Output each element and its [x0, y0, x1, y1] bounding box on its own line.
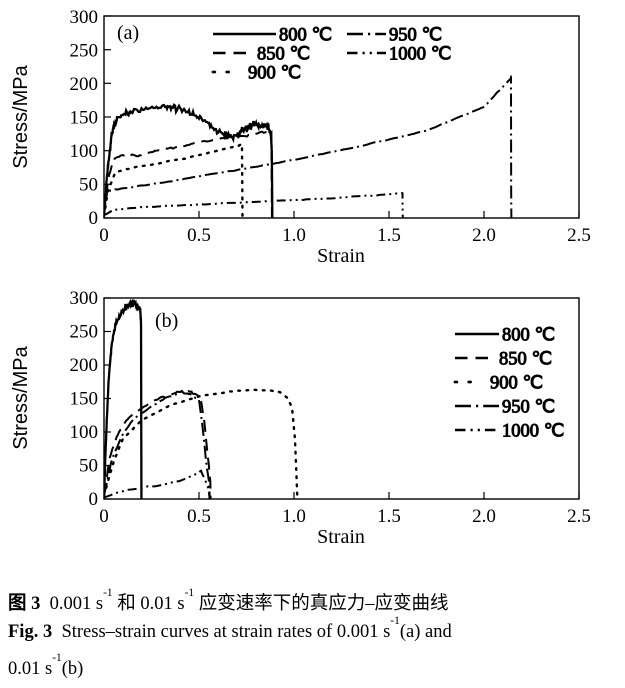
svg-text:0.5: 0.5	[187, 225, 211, 246]
svg-text:2.5: 2.5	[567, 506, 591, 527]
svg-text:100: 100	[70, 422, 99, 443]
svg-text:50: 50	[79, 175, 98, 196]
svg-text:0: 0	[89, 489, 99, 510]
svg-text:800 ℃: 800 ℃	[502, 326, 555, 346]
svg-text:2.0: 2.0	[472, 506, 496, 527]
svg-text:950 ℃: 950 ℃	[502, 398, 555, 418]
svg-text:Strain: Strain	[317, 245, 365, 267]
svg-text:250: 250	[70, 41, 99, 62]
svg-text:150: 150	[70, 108, 99, 129]
svg-text:250: 250	[70, 322, 99, 343]
svg-text:200: 200	[70, 355, 99, 376]
svg-text:950 ℃: 950 ℃	[389, 26, 442, 46]
svg-text:850 ℃: 850 ℃	[257, 45, 310, 65]
svg-text:200: 200	[70, 74, 99, 95]
svg-text:2.0: 2.0	[472, 225, 496, 246]
svg-text:850 ℃: 850 ℃	[499, 350, 552, 370]
svg-text:(a): (a)	[117, 22, 139, 44]
svg-text:1.0: 1.0	[282, 506, 306, 527]
svg-text:50: 50	[79, 456, 98, 477]
svg-text:300: 300	[70, 288, 99, 309]
svg-text:100: 100	[70, 141, 99, 162]
svg-text:Stress/MPa: Stress/MPa	[10, 64, 32, 168]
svg-text:0.5: 0.5	[187, 506, 211, 527]
svg-text:1.5: 1.5	[377, 506, 401, 527]
svg-text:300: 300	[70, 7, 99, 28]
svg-text:900 ℃: 900 ℃	[248, 64, 301, 84]
svg-text:(b): (b)	[155, 310, 178, 332]
svg-text:800 ℃: 800 ℃	[279, 26, 332, 46]
svg-text:900 ℃: 900 ℃	[490, 374, 543, 394]
svg-text:150: 150	[70, 389, 99, 410]
svg-text:0: 0	[99, 225, 109, 246]
svg-text:0: 0	[89, 208, 99, 229]
svg-text:Stress/MPa: Stress/MPa	[10, 345, 32, 449]
svg-text:Strain: Strain	[317, 526, 365, 548]
svg-text:1000 ℃: 1000 ℃	[502, 422, 565, 442]
svg-text:1.0: 1.0	[282, 225, 306, 246]
svg-text:1.5: 1.5	[377, 225, 401, 246]
svg-text:0: 0	[99, 506, 109, 527]
svg-text:1000 ℃: 1000 ℃	[389, 45, 452, 65]
svg-text:2.5: 2.5	[567, 225, 591, 246]
